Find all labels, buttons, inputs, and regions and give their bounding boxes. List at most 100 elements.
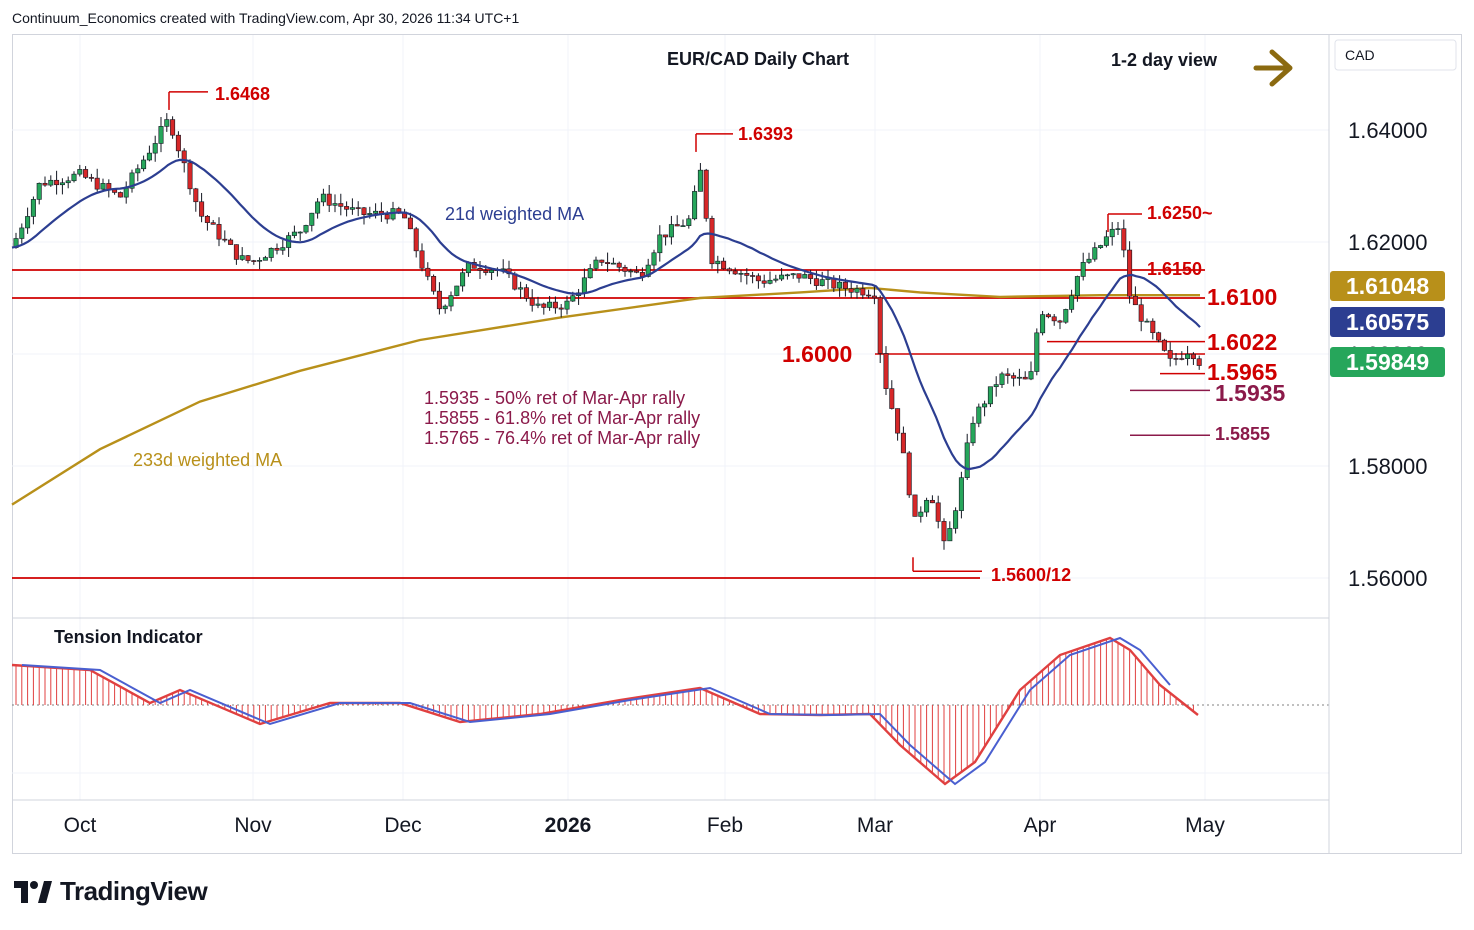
- candle-body: [813, 278, 819, 286]
- candle-body: [842, 281, 848, 289]
- candle-body: [367, 213, 373, 215]
- candle-body: [413, 228, 419, 252]
- candle-body: [1138, 304, 1144, 322]
- candle-body: [518, 287, 524, 290]
- candle-body: [1127, 249, 1133, 297]
- candle-body: [1179, 358, 1185, 360]
- candle-body: [622, 266, 628, 272]
- candle-body: [773, 278, 779, 281]
- candle-body: [1109, 228, 1115, 238]
- candle-body: [512, 273, 518, 290]
- candle-body: [83, 169, 89, 178]
- candle-body: [1051, 316, 1057, 322]
- candle-body: [1144, 320, 1150, 323]
- candle-body: [918, 511, 924, 517]
- retracement-note-3: 1.5765 - 76.4% ret of Mar-Apr rally: [424, 428, 700, 448]
- candle-body: [489, 269, 495, 273]
- candle-body: [982, 403, 988, 408]
- candle-body: [94, 177, 100, 190]
- candle-body: [431, 276, 437, 292]
- candle-body: [779, 274, 785, 280]
- candle-body: [1086, 258, 1092, 263]
- tension-indicator-panel: [11, 636, 1329, 786]
- candle-body: [558, 307, 564, 310]
- candle-body: [790, 273, 796, 276]
- candle-body: [645, 264, 651, 277]
- candle-body: [500, 268, 506, 271]
- candle-body: [54, 179, 60, 186]
- candle-body: [100, 183, 106, 190]
- candle-body: [436, 290, 442, 310]
- x-tick-label: Feb: [707, 814, 743, 837]
- candle-body: [1005, 373, 1011, 376]
- candle-body: [935, 502, 941, 522]
- candle-body: [320, 193, 326, 203]
- candle-body: [216, 224, 222, 240]
- candle-body: [610, 262, 616, 265]
- candle-body: [152, 143, 158, 154]
- candle-body: [1156, 332, 1162, 341]
- candle-body: [941, 521, 947, 542]
- y-tick-label: 1.62000: [1348, 230, 1428, 255]
- candle-body: [860, 288, 866, 296]
- candle-body: [407, 217, 413, 230]
- candle-body: [970, 422, 976, 444]
- candle-body: [274, 247, 280, 251]
- candle-body: [42, 182, 48, 186]
- candle-body: [59, 182, 65, 186]
- candle-body: [454, 285, 460, 296]
- candle-body: [181, 150, 187, 164]
- candle-body: [164, 119, 170, 127]
- support-resistance-lines: [12, 91, 1210, 579]
- candle-body: [692, 191, 698, 220]
- candle-body: [303, 225, 309, 233]
- candle-body: [175, 134, 181, 152]
- level-label-1-5855: 1.5855: [1215, 424, 1270, 444]
- x-tick-label: Apr: [1024, 814, 1057, 837]
- candle-body: [332, 203, 338, 206]
- candle-body: [848, 288, 854, 293]
- candle-body: [326, 193, 332, 206]
- candle-body: [929, 499, 935, 504]
- tension-label: Tension Indicator: [54, 627, 203, 647]
- candle-body: [88, 177, 94, 179]
- candle-body: [674, 224, 680, 227]
- tradingview-logo[interactable]: TradingView: [14, 876, 208, 907]
- candle-body: [1190, 353, 1196, 360]
- candle-body: [1196, 358, 1202, 366]
- candle-body: [529, 298, 535, 306]
- candle-body: [900, 432, 906, 454]
- candle-body: [1103, 236, 1109, 246]
- candle-body: [958, 477, 964, 511]
- candle-body: [141, 159, 147, 170]
- svg-text:1.60575: 1.60575: [1346, 309, 1429, 335]
- candle-body: [808, 274, 814, 279]
- x-tick-label: Nov: [234, 814, 272, 837]
- tension-signal-line: [21, 636, 1171, 786]
- candle-body: [146, 152, 152, 161]
- candle-body: [1167, 350, 1173, 359]
- candle-body: [442, 305, 448, 310]
- candle-body: [1016, 376, 1022, 379]
- candle-body: [483, 270, 489, 273]
- candle-body: [425, 267, 431, 277]
- x-tick-label: 2026: [545, 814, 592, 837]
- candle-body: [819, 279, 825, 286]
- candle-body: [48, 179, 54, 186]
- currency-box[interactable]: [1334, 39, 1457, 71]
- level-label-1-6022: 1.6022: [1207, 329, 1277, 355]
- level-label-1-6100: 1.6100: [1207, 284, 1277, 310]
- candle-body: [680, 225, 686, 227]
- right-arrow-icon: [1253, 49, 1293, 87]
- candle-body: [158, 126, 164, 144]
- candle-body: [268, 247, 274, 258]
- candle-body: [802, 274, 808, 279]
- candle-body: [297, 231, 303, 234]
- y-tick-label: 1.58000: [1348, 454, 1428, 479]
- candle-body: [668, 224, 674, 238]
- y-tick-label: 1.56000: [1348, 566, 1428, 591]
- candle-body: [732, 270, 738, 275]
- candle-body: [71, 173, 77, 182]
- candle-body: [587, 268, 593, 279]
